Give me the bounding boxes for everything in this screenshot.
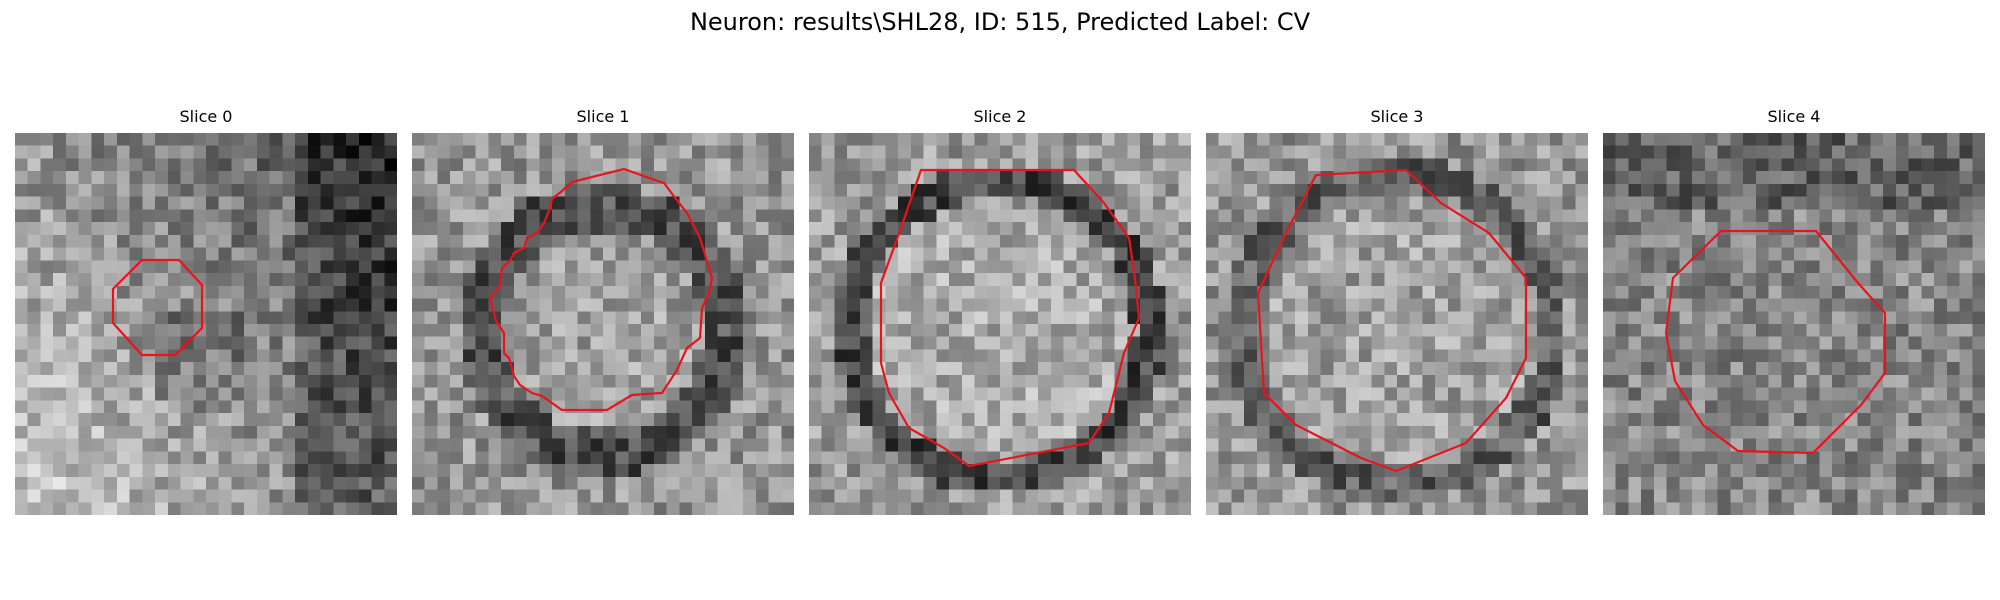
slice-panel-1: Slice 1: [412, 106, 794, 515]
grayscale-slice: [1206, 133, 1588, 515]
slice-image: [412, 133, 794, 515]
figure-title: Neuron: results\SHL28, ID: 515, Predicte…: [689, 8, 1311, 36]
grayscale-slice: [15, 133, 397, 515]
slice-title: Slice 0: [179, 107, 233, 126]
grayscale-slice: [412, 133, 794, 515]
slice-image: [1603, 133, 1985, 515]
roi-contour: [879, 168, 1141, 468]
slice-panel-3: Slice 3: [1206, 106, 1588, 515]
slice-title: Slice 4: [1767, 107, 1821, 126]
roi-contour: [1664, 229, 1887, 455]
slice-panel-0: Slice 0: [15, 106, 397, 515]
slice-title: Slice 2: [973, 107, 1027, 126]
grayscale-slice: [809, 133, 1191, 515]
slice-title: Slice 3: [1370, 107, 1424, 126]
slice-image: [15, 133, 397, 515]
slice-panel-2: Slice 2: [809, 106, 1191, 515]
roi-contour: [488, 167, 714, 412]
roi-contour: [111, 258, 204, 357]
slice-image: [1206, 133, 1588, 515]
slice-panel-4: Slice 4: [1603, 106, 1985, 515]
slice-image: [809, 133, 1191, 515]
slice-title: Slice 1: [576, 107, 630, 126]
roi-contour: [1256, 168, 1528, 473]
